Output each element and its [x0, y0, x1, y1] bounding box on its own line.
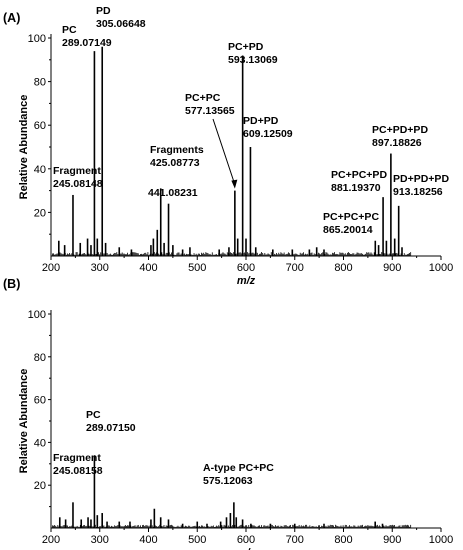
annotation-line: 305.06648: [96, 18, 146, 30]
annotation-line: PC+PC+PD: [331, 169, 387, 181]
annotation-line: PC: [62, 24, 77, 36]
y-tick-label: 60: [34, 120, 46, 132]
x-tick-label: 700: [286, 534, 304, 546]
x-tick-label: 1000: [429, 262, 453, 274]
y-tick-label: 20: [34, 480, 46, 492]
annotation-line: 593.13069: [228, 54, 278, 66]
x-tick-label: 800: [334, 534, 352, 546]
x-tick-label: 1000: [429, 534, 453, 546]
y-axis-label: Relative Abundance: [18, 369, 30, 474]
annotation-line: 609.12509: [243, 128, 293, 140]
x-axis-label: m/z: [237, 275, 256, 287]
annotation-line: 441.08231: [148, 187, 198, 199]
x-tick-label: 600: [237, 534, 255, 546]
panel-label: (B): [3, 277, 20, 291]
x-tick-label: 600: [237, 262, 255, 274]
annotation-line: PC+PD: [228, 41, 264, 53]
x-tick-label: 200: [42, 534, 60, 546]
y-tick-label: 20: [34, 207, 46, 219]
annotation-line: Fragment: [53, 452, 101, 464]
panel-label: (A): [3, 11, 20, 25]
annotation-line: PD+PD: [243, 115, 279, 127]
y-tick-label: 60: [34, 395, 46, 407]
annotation-line: Fragments: [150, 144, 204, 156]
annotation-line: PC+PC: [185, 92, 221, 104]
annotation-line: PD: [96, 5, 111, 17]
annotation-line: 425.08773: [150, 157, 200, 169]
x-tick-label: 400: [139, 534, 157, 546]
x-tick-label: 300: [91, 262, 109, 274]
baseline-noise: [52, 524, 412, 528]
annotation-arrow: [212, 118, 236, 185]
y-tick-label: 40: [34, 164, 46, 176]
annotation-line: A-type PC+PC: [203, 462, 274, 474]
annotation-line: 913.18256: [393, 186, 443, 198]
x-tick-label: 200: [42, 262, 60, 274]
annotation-line: 881.19370: [331, 182, 381, 194]
annotation-line: 289.07149: [62, 37, 112, 49]
annotation-line: PC: [86, 409, 101, 421]
annotation-line: 897.18826: [372, 137, 422, 149]
annotation-line: 245.08158: [53, 465, 103, 477]
x-tick-label: 900: [383, 262, 401, 274]
arrow-head: [231, 179, 238, 189]
annotation-line: 289.07150: [86, 422, 136, 434]
annotation-line: 575.12063: [203, 475, 253, 487]
y-tick-label: 100: [28, 309, 46, 321]
peak-annotation: 441.08231: [148, 187, 198, 199]
panel-b: (B) 20 40 60 80 100 200 300 400 500 600 700 800 900 10…: [3, 277, 453, 550]
y-tick-label: 80: [34, 352, 46, 364]
x-tick-label: 800: [334, 262, 352, 274]
annotation-line: 245.08148: [53, 178, 103, 190]
y-tick-label: 100: [28, 33, 46, 45]
y-tick-label: 80: [34, 77, 46, 89]
panel-a: (A) 20 40 60 80 100 200 300 400 500 600 700 800 900 10…: [3, 5, 453, 287]
annotation-line: Fragment: [53, 165, 101, 177]
x-tick-label: 300: [91, 534, 109, 546]
x-tick-label: 500: [188, 534, 206, 546]
x-tick-label: 500: [188, 262, 206, 274]
x-axis-label: m/z: [237, 547, 256, 550]
annotation-line: PD+PD+PD: [393, 173, 449, 185]
x-tick-label: 900: [383, 534, 401, 546]
y-tick-label: 40: [34, 437, 46, 449]
annotation-line: PC+PD+PD: [372, 124, 428, 136]
x-tick-label: 700: [286, 262, 304, 274]
y-axis-label: Relative Abundance: [18, 95, 30, 200]
annotation-line: PC+PC+PC: [323, 211, 379, 223]
x-tick-label: 400: [139, 262, 157, 274]
annotation-line: 865.20014: [323, 224, 373, 236]
annotation-line: 577.13565: [185, 105, 235, 117]
